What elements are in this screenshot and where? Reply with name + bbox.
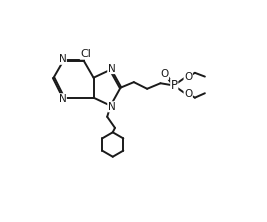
Text: N: N: [58, 94, 66, 104]
Text: N: N: [58, 54, 66, 64]
Text: O: O: [184, 89, 192, 99]
Text: Cl: Cl: [80, 49, 91, 59]
Text: P: P: [171, 79, 178, 92]
Text: N: N: [108, 102, 116, 112]
Text: O: O: [184, 71, 192, 82]
Text: O: O: [160, 69, 168, 79]
Text: N: N: [108, 63, 116, 74]
